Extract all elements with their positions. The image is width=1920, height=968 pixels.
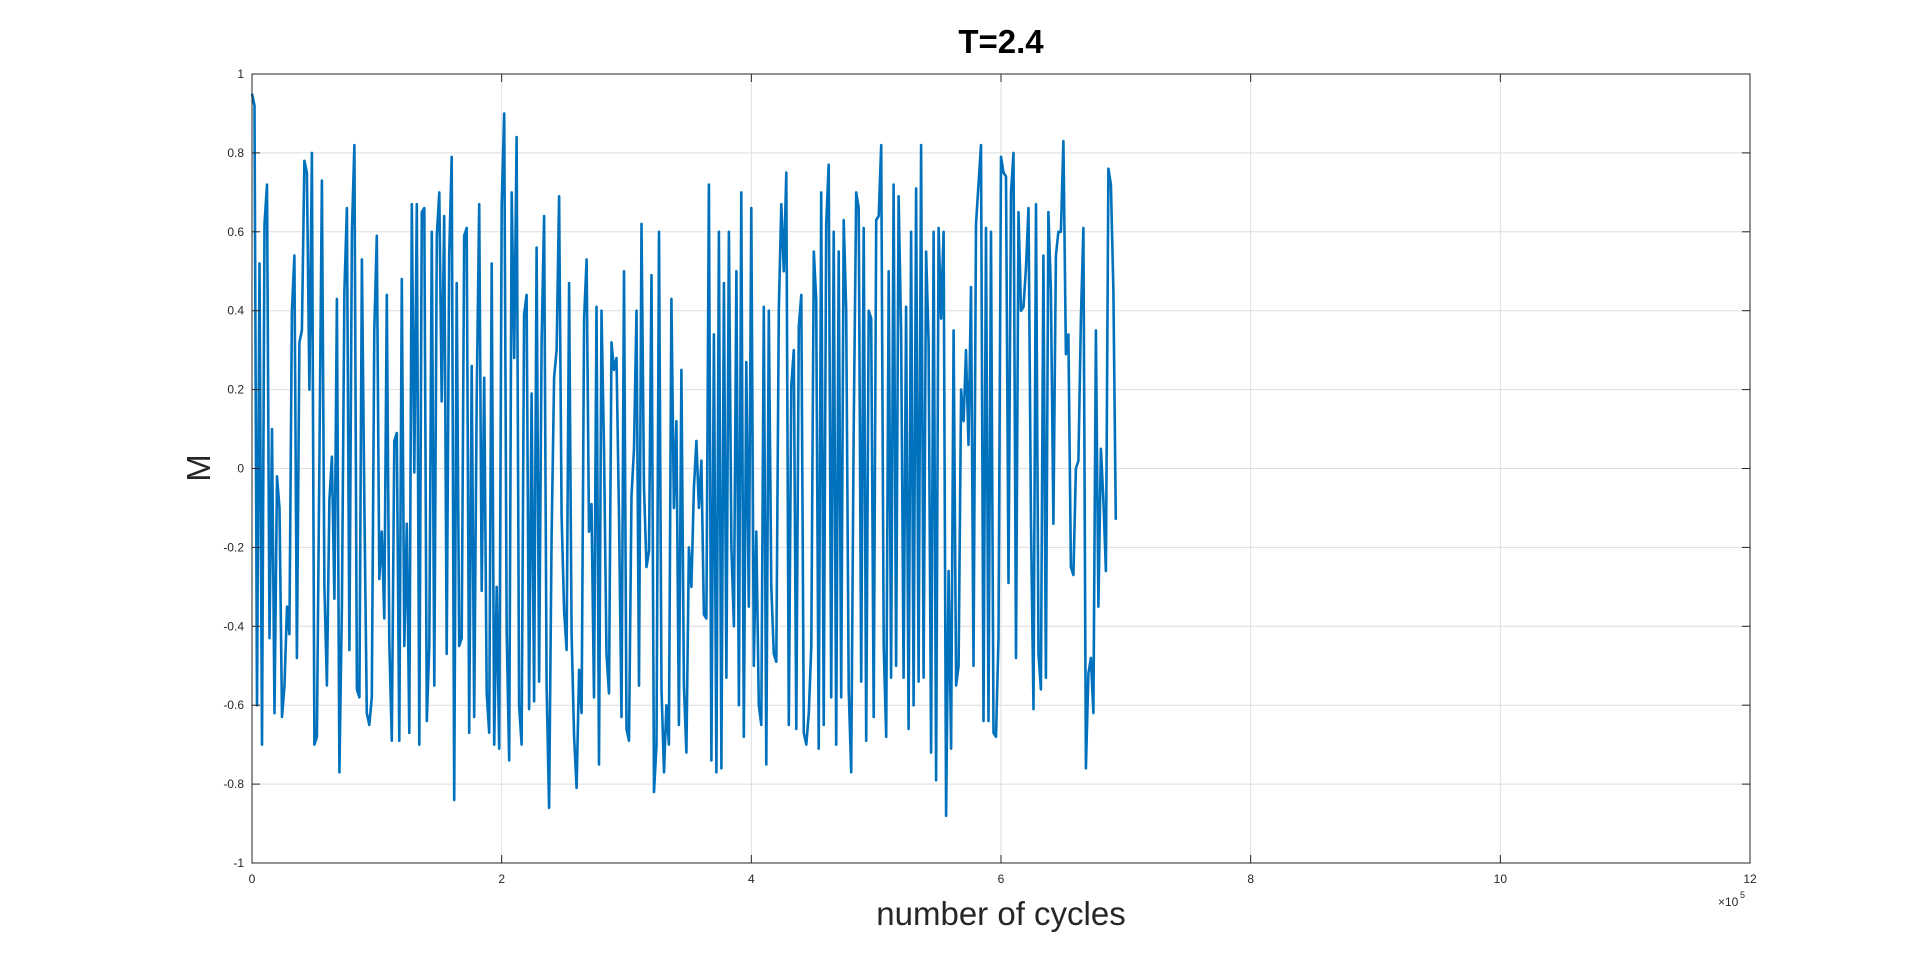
x-exponent-label: ×10 5: [1718, 890, 1745, 909]
y-tick-label: 1: [237, 67, 244, 81]
x-tick-label: 10: [1494, 872, 1508, 886]
series-layer: [250, 93, 1118, 818]
y-tick-label: 0.6: [227, 225, 244, 239]
x-tick-label: 8: [1247, 872, 1254, 886]
y-tick-label: -0.2: [223, 540, 244, 554]
x-exponent-base: ×10: [1718, 895, 1739, 909]
x-axis-label: number of cycles: [876, 895, 1125, 932]
x-tick-label: 0: [249, 872, 256, 886]
y-tick-label: 0.2: [227, 383, 244, 397]
y-tick-label: -1: [233, 856, 244, 870]
x-tick-label: 4: [748, 872, 755, 886]
y-tick-label: -0.4: [223, 619, 244, 633]
y-tick-label: 0.4: [227, 304, 244, 318]
x-exponent-power: 5: [1740, 890, 1745, 900]
x-tick-label: 12: [1743, 872, 1757, 886]
y-tick-label: 0: [237, 462, 244, 476]
y-axis-label: M: [180, 454, 217, 482]
y-tick-label: 0.8: [227, 146, 244, 160]
x-tick-label: 2: [498, 872, 505, 886]
axes: 0 2 4 6 8 10 12 -1 -0.8 -0.6 -0.4 -0.2 0 0.2 0.4 0.6 0.8…: [223, 67, 1757, 886]
y-tick-label: -0.6: [223, 698, 244, 712]
y-tick-label: -0.8: [223, 777, 244, 791]
chart-title: T=2.4: [958, 23, 1044, 60]
x-tick-label: 6: [998, 872, 1005, 886]
series-line: [250, 93, 1118, 818]
